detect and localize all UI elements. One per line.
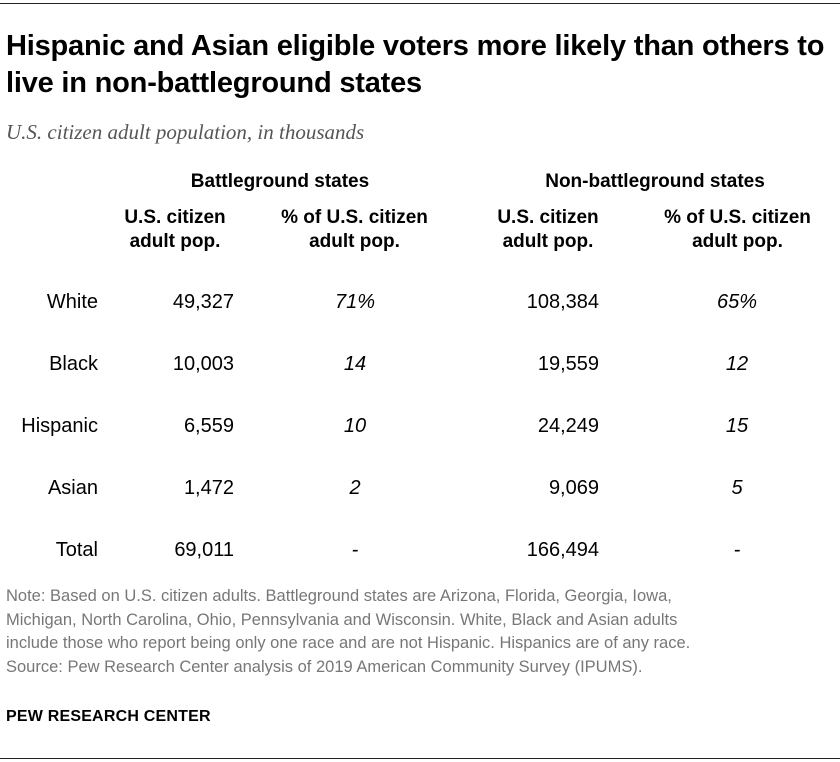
note-line: Source: Pew Research Center analysis of … <box>6 657 643 676</box>
group-header-non-battleground: Non-battleground states <box>545 171 765 192</box>
note-line: Note: Based on U.S. citizen adults. Batt… <box>6 587 672 605</box>
cell-bg-pop: 10,003 <box>172 353 234 375</box>
col-header-nbg-pop: U.S. citizen adult pop. <box>497 207 599 252</box>
chart-title: Hispanic and Asian eligible voters more … <box>6 30 825 99</box>
cell-nbg-pop: 19,559 <box>537 353 599 375</box>
row-label: White <box>46 291 98 313</box>
note-text: Note: Based on U.S. citizen adults. Batt… <box>6 585 836 679</box>
row-label: Total <box>55 539 98 561</box>
col-header-bg-pop: U.S. citizen adult pop. <box>124 207 226 252</box>
cell-bg-pct: 10 <box>343 415 367 437</box>
cell-nbg-pop: 108,384 <box>526 291 599 313</box>
cell-nbg-pct: 12 <box>725 353 749 375</box>
pew-logo-text: PEW RESEARCH CENTER <box>6 708 211 725</box>
chart-subtitle: U.S. citizen adult population, in thousa… <box>6 120 365 144</box>
cell-bg-pop: 6,559 <box>183 415 234 437</box>
cell-bg-pop: 69,011 <box>174 539 234 561</box>
cell-bg-pop: 1,472 <box>183 477 234 499</box>
group-header-battleground: Battleground states <box>190 171 370 192</box>
col-header-bg-pct: % of U.S. citizen adult pop. <box>281 207 428 252</box>
row-label: Hispanic <box>21 415 98 437</box>
cell-nbg-pct: 15 <box>725 415 749 437</box>
cell-bg-pct: 2 <box>349 477 361 499</box>
cell-nbg-pop: 9,069 <box>548 477 599 499</box>
cell-bg-pct: - <box>351 539 359 561</box>
cell-bg-pct: 14 <box>343 353 367 375</box>
cell-nbg-pop: 24,249 <box>537 415 599 437</box>
col-header-nbg-pct: % of U.S. citizen adult pop. <box>664 207 811 252</box>
bottom-rule <box>0 758 840 759</box>
cell-nbg-pct: - <box>733 539 741 561</box>
cell-bg-pct: 71% <box>334 291 376 313</box>
row-label: Black <box>49 353 98 375</box>
row-label: Asian <box>47 477 98 499</box>
cell-nbg-pct: 65% <box>716 291 758 313</box>
cell-bg-pop: 49,327 <box>172 291 234 313</box>
top-rule <box>0 3 840 4</box>
cell-nbg-pct: 5 <box>731 477 743 499</box>
note-line: Michigan, North Carolina, Ohio, Pennsylv… <box>6 610 678 629</box>
note-line: include those who report being only one … <box>6 634 691 652</box>
cell-nbg-pop: 166,494 <box>526 539 599 561</box>
